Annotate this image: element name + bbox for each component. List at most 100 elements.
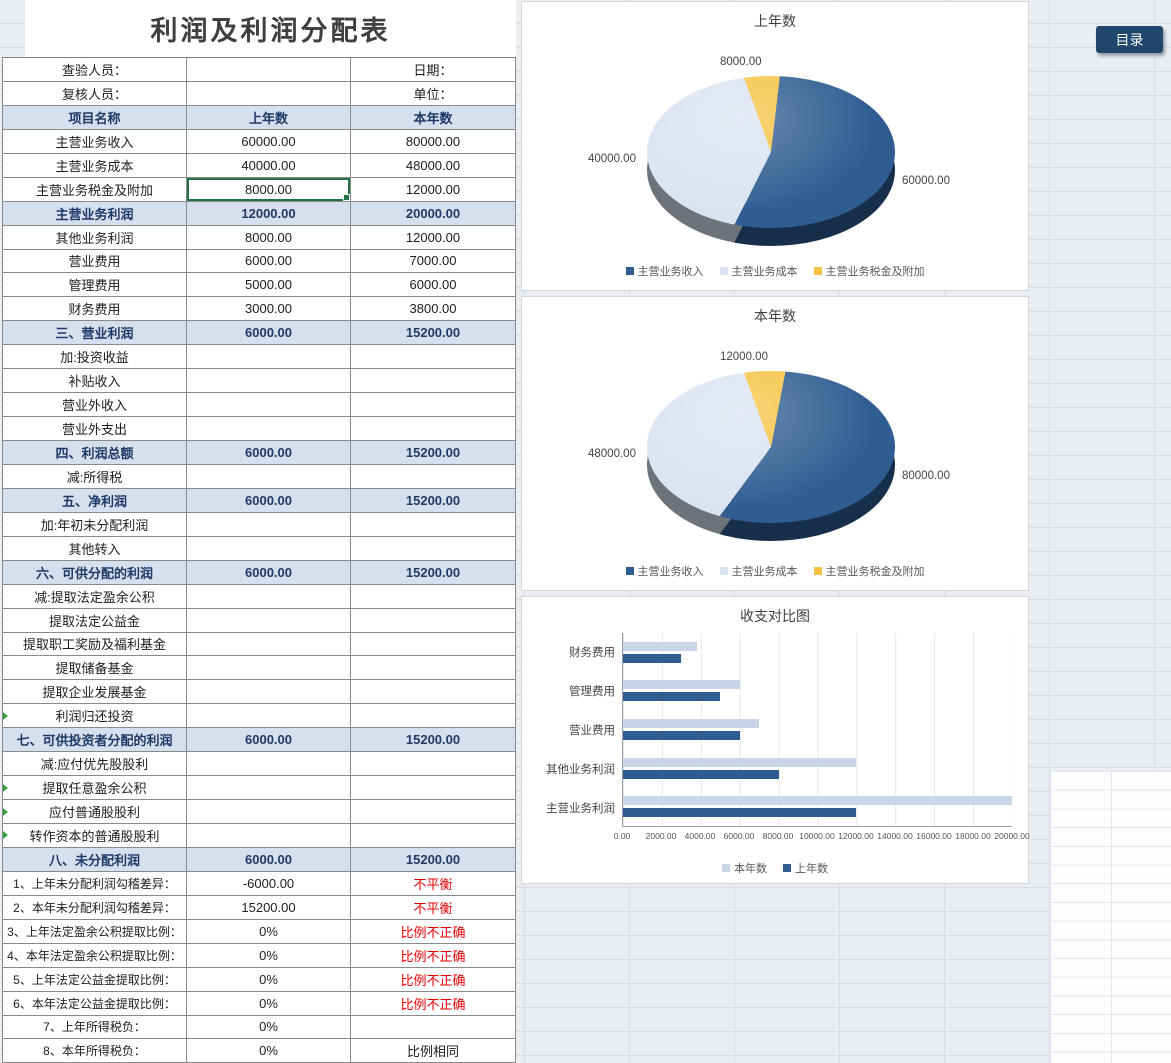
table-cell[interactable] <box>187 584 351 608</box>
table-cell[interactable]: 提取企业发展基金 <box>2 680 187 704</box>
table-cell[interactable]: 比例相同 <box>351 1039 516 1063</box>
bar-segment[interactable] <box>623 718 760 728</box>
table-cell[interactable] <box>351 464 516 488</box>
inspector-label-cell[interactable]: 查验人员： <box>2 58 187 81</box>
reviewer-label-cell[interactable]: 复核人员： <box>2 81 187 105</box>
table-cell[interactable] <box>351 369 516 393</box>
table-cell[interactable]: 12000.00 <box>351 225 516 249</box>
table-cell[interactable]: 比例不正确 <box>351 967 516 991</box>
table-cell[interactable] <box>187 393 351 417</box>
pie-chart-curr-year[interactable] <box>647 371 895 541</box>
toc-button[interactable]: 目录 <box>1096 26 1163 53</box>
table-cell[interactable] <box>187 752 351 776</box>
table-cell[interactable]: -6000.00 <box>187 871 351 895</box>
table-cell[interactable]: 6000.00 <box>187 321 351 345</box>
table-cell[interactable]: 7、上年所得税负： <box>2 1015 187 1039</box>
table-cell[interactable] <box>351 1015 516 1039</box>
table-cell[interactable]: 比例不正确 <box>351 991 516 1015</box>
bar-segment[interactable] <box>623 680 740 690</box>
table-cell[interactable]: 6000.00 <box>187 728 351 752</box>
bar-segment[interactable] <box>623 730 740 740</box>
table-cell[interactable] <box>351 536 516 560</box>
table-cell[interactable]: 2、本年未分配利润勾稽差异： <box>2 895 187 919</box>
table-cell[interactable]: 6000.00 <box>187 441 351 464</box>
table-cell[interactable]: 15200.00 <box>351 847 516 871</box>
table-cell[interactable]: 不平衡 <box>351 871 516 895</box>
table-cell[interactable]: 减:提取法定盈余公积 <box>2 584 187 608</box>
reviewer-value-cell[interactable] <box>187 81 351 105</box>
table-cell[interactable] <box>351 752 516 776</box>
table-cell[interactable]: 20000.00 <box>351 201 516 225</box>
table-cell[interactable] <box>187 512 351 536</box>
table-cell[interactable] <box>351 512 516 536</box>
table-cell[interactable]: 提取职工奖励及福利基金 <box>2 632 187 656</box>
table-cell[interactable]: 营业费用 <box>2 249 187 273</box>
bar-segment[interactable] <box>623 808 857 818</box>
table-cell[interactable]: 4、本年法定盈余公积提取比例： <box>2 943 187 967</box>
table-cell[interactable]: 营业外收入 <box>2 393 187 417</box>
empty-cells-region[interactable] <box>1050 771 1171 1063</box>
table-cell[interactable]: 0% <box>187 1015 351 1039</box>
table-cell[interactable]: 八、未分配利润 <box>2 847 187 871</box>
table-cell[interactable]: 五、净利润 <box>2 488 187 512</box>
table-cell[interactable] <box>187 656 351 680</box>
table-cell[interactable] <box>187 824 351 847</box>
table-cell[interactable]: 6000.00 <box>187 560 351 584</box>
table-cell[interactable]: 主营业务税金及附加 <box>2 177 187 201</box>
table-cell[interactable] <box>187 800 351 823</box>
table-cell[interactable] <box>351 824 516 847</box>
table-cell[interactable]: 财务费用 <box>2 297 187 321</box>
table-cell[interactable]: 7000.00 <box>351 249 516 273</box>
table-cell[interactable] <box>351 417 516 440</box>
table-cell[interactable]: 转作资本的普通股股利 <box>2 824 187 847</box>
table-cell[interactable]: 其他业务利润 <box>2 225 187 249</box>
table-cell[interactable]: 5、上年法定公益金提取比例： <box>2 967 187 991</box>
table-cell[interactable]: 加:投资收益 <box>2 345 187 369</box>
table-cell[interactable] <box>351 656 516 680</box>
table-cell[interactable] <box>187 680 351 704</box>
table-cell[interactable] <box>351 800 516 823</box>
table-cell[interactable]: 0% <box>187 919 351 943</box>
table-cell[interactable]: 三、营业利润 <box>2 321 187 345</box>
table-cell[interactable]: 四、利润总额 <box>2 441 187 464</box>
table-cell[interactable] <box>351 393 516 417</box>
bar-segment[interactable] <box>623 692 721 702</box>
table-cell[interactable]: 60000.00 <box>187 129 351 153</box>
table-cell[interactable] <box>187 632 351 656</box>
table-cell[interactable]: 上年数 <box>187 105 351 129</box>
table-cell[interactable]: 不平衡 <box>351 895 516 919</box>
table-cell[interactable]: 提取法定公益金 <box>2 608 187 632</box>
table-cell[interactable] <box>187 776 351 800</box>
pie-chart-prev-year[interactable] <box>647 76 895 246</box>
table-cell[interactable]: 6000.00 <box>187 847 351 871</box>
table-cell[interactable]: 七、可供投资者分配的利润 <box>2 728 187 752</box>
table-cell[interactable]: 48000.00 <box>351 153 516 177</box>
table-cell[interactable]: 加:年初未分配利润 <box>2 512 187 536</box>
table-cell[interactable]: 6000.00 <box>187 249 351 273</box>
table-cell[interactable]: 6、本年法定公益金提取比例： <box>2 991 187 1015</box>
table-cell[interactable]: 六、可供分配的利润 <box>2 560 187 584</box>
table-cell[interactable]: 0% <box>187 943 351 967</box>
table-cell[interactable]: 3000.00 <box>187 297 351 321</box>
table-cell[interactable]: 3、上年法定盈余公积提取比例： <box>2 919 187 943</box>
bar-segment[interactable] <box>623 653 682 663</box>
bar-segment[interactable] <box>623 757 857 767</box>
table-cell[interactable]: 0% <box>187 991 351 1015</box>
table-cell[interactable]: 6000.00 <box>351 273 516 297</box>
table-cell[interactable]: 12000.00 <box>351 177 516 201</box>
table-cell[interactable]: 补贴收入 <box>2 369 187 393</box>
table-cell[interactable]: 3800.00 <box>351 297 516 321</box>
unit-label-cell[interactable]: 单位： <box>351 81 516 105</box>
bar-segment[interactable] <box>623 769 779 779</box>
table-cell[interactable] <box>187 345 351 369</box>
table-cell[interactable]: 本年数 <box>351 105 516 129</box>
table-cell[interactable]: 主营业务收入 <box>2 129 187 153</box>
table-cell[interactable]: 12000.00 <box>187 201 351 225</box>
bar-segment[interactable] <box>623 641 697 651</box>
table-cell[interactable]: 0% <box>187 967 351 991</box>
table-cell[interactable]: 15200.00 <box>351 728 516 752</box>
table-cell[interactable]: 8000.00 <box>187 225 351 249</box>
table-cell[interactable]: 营业外支出 <box>2 417 187 440</box>
table-cell[interactable] <box>351 608 516 632</box>
table-cell[interactable]: 15200.00 <box>351 321 516 345</box>
